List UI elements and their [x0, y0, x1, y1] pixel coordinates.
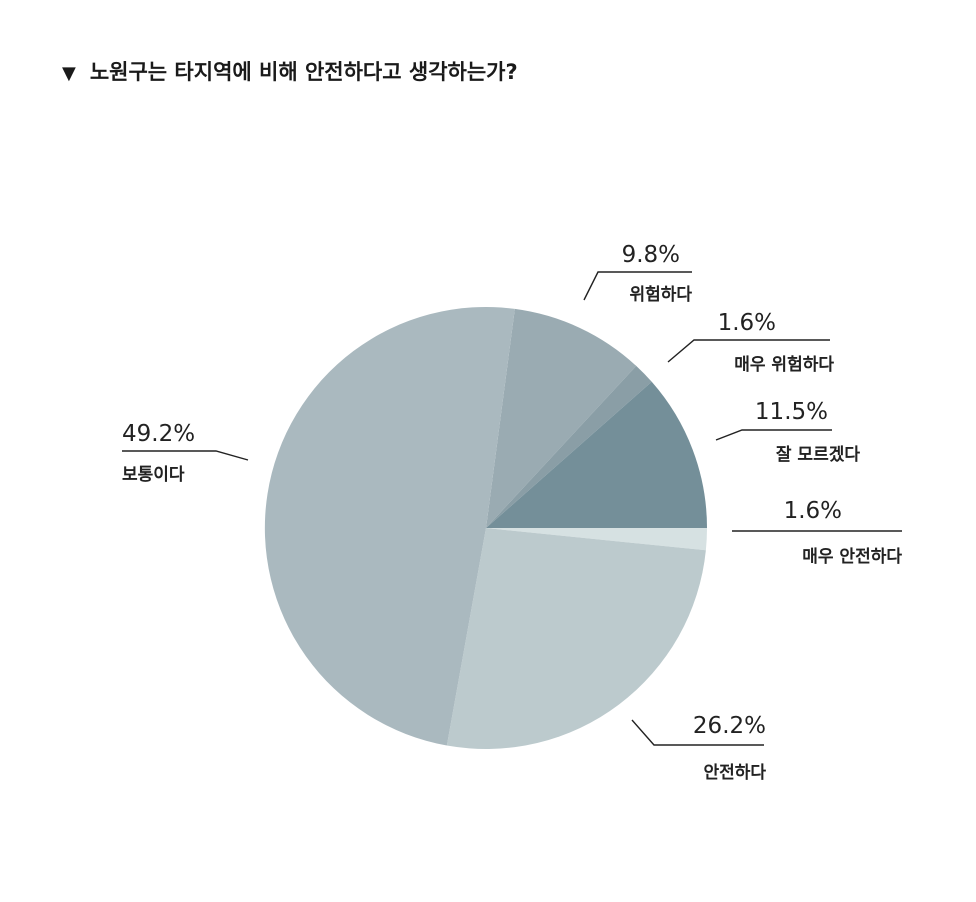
pie-slice-anjeon — [446, 528, 706, 750]
slice-value-wiheom: 9.8% — [622, 242, 680, 268]
chart-title: ▼ 노원구는 타지역에 비해 안전하다고 생각하는가? — [62, 56, 518, 86]
pie-slice-wiheom — [486, 308, 637, 528]
leader-line-wiheom — [583, 271, 692, 301]
slice-label-botong: 보통이다 — [122, 465, 185, 485]
slice-label-jal-moreugetda: 잘 모르겠다 — [776, 444, 860, 465]
chart-title-text: 노원구는 타지역에 비해 안전하다고 생각하는가? — [89, 60, 518, 84]
leader-line-anjeon — [631, 719, 764, 746]
slice-value-jal-moreugetda: 11.5% — [755, 399, 828, 425]
slice-value-anjeon: 26.2% — [693, 713, 766, 739]
slice-label-maeu-wiheom: 매우 위험하다 — [734, 354, 834, 375]
slice-label-anjeon: 안전하다 — [703, 763, 766, 783]
pie-slices — [264, 306, 707, 750]
slice-label-maeu-anjeon: 매우 안전하다 — [802, 547, 902, 567]
pie-slice-maeu-anjeon — [486, 528, 707, 551]
slice-label-wiheom: 위험하다 — [629, 284, 692, 305]
leader-line-jal-moreugetda — [715, 429, 832, 441]
slice-value-maeu-anjeon: 1.6% — [784, 498, 842, 524]
pie-slice-botong — [264, 306, 515, 746]
triangle-down-icon: ▼ — [62, 63, 76, 84]
slice-value-botong: 49.2% — [122, 421, 195, 447]
pie-slice-jal-moreugetda — [486, 381, 707, 529]
pie-slice-maeu-wiheom — [486, 365, 652, 528]
slice-value-maeu-wiheom: 1.6% — [718, 310, 776, 336]
leader-line-maeu-wiheom — [667, 339, 830, 363]
leader-line-botong — [122, 450, 249, 461]
